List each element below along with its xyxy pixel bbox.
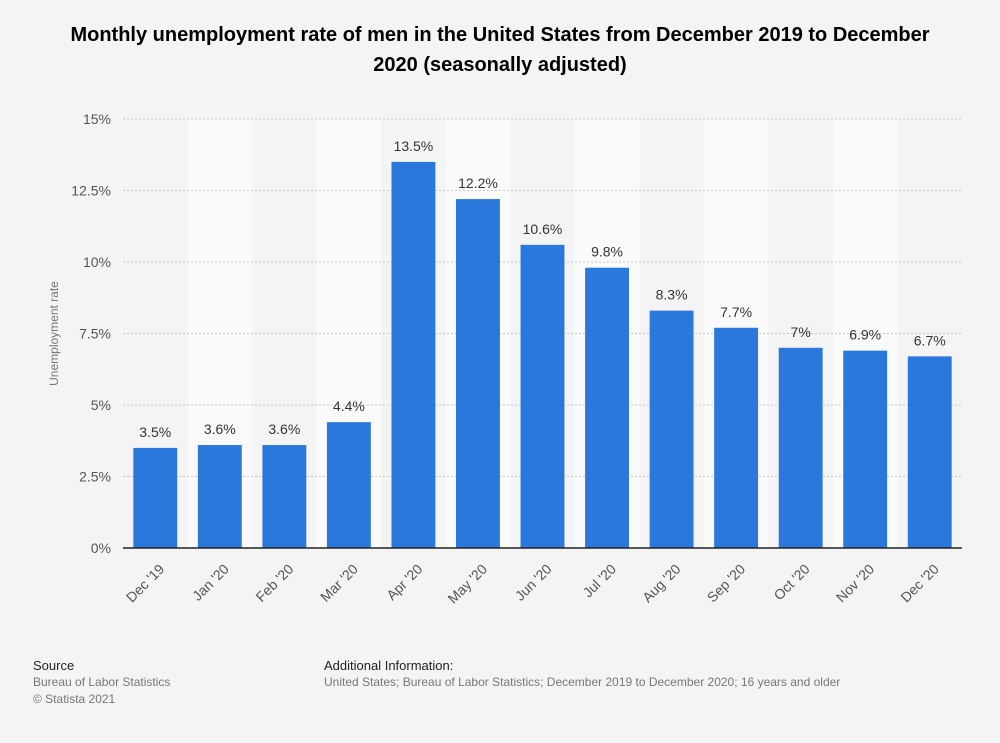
y-tick-label: 15% xyxy=(83,111,111,127)
data-label: 4.4% xyxy=(333,398,365,414)
y-tick-label: 0% xyxy=(91,540,111,556)
bar xyxy=(326,422,371,548)
y-tick-label: 5% xyxy=(91,397,111,413)
bar xyxy=(778,347,823,548)
x-tick-label: Aug '20 xyxy=(639,561,684,606)
bar xyxy=(585,267,629,548)
data-label: 8.3% xyxy=(656,287,688,303)
x-tick-label: Feb '20 xyxy=(252,561,296,605)
bar xyxy=(520,244,565,548)
bar xyxy=(262,445,307,548)
x-tick-label: Nov '20 xyxy=(833,561,878,606)
x-tick-label: Sep '20 xyxy=(704,561,749,606)
y-tick-label: 10% xyxy=(83,254,111,270)
additional-info-heading: Additional Information: xyxy=(324,658,454,673)
additional-info-text: United States; Bureau of Labor Statistic… xyxy=(324,675,841,689)
x-tick-label: Apr '20 xyxy=(383,561,426,604)
data-label: 6.7% xyxy=(914,332,946,348)
bar xyxy=(907,356,952,548)
data-label: 3.5% xyxy=(139,424,171,440)
bar xyxy=(456,199,500,548)
y-axis-title: Unemployment rate xyxy=(47,281,61,386)
x-tick-label: Oct '20 xyxy=(770,561,813,604)
bar xyxy=(197,445,242,548)
x-tick-label: Mar '20 xyxy=(317,561,361,605)
y-tick-label: 7.5% xyxy=(79,326,111,342)
data-label: 3.6% xyxy=(204,421,236,437)
bar xyxy=(714,327,759,548)
x-tick-label: May '20 xyxy=(444,561,490,607)
y-tick-label: 2.5% xyxy=(79,469,111,485)
x-tick-label: Dec '20 xyxy=(897,561,942,606)
source-line-2: © Statista 2021 xyxy=(33,692,116,706)
data-label: 9.8% xyxy=(591,244,623,260)
y-tick-label: 12.5% xyxy=(71,183,111,199)
data-label: 13.5% xyxy=(394,138,434,154)
chart-title: Monthly unemployment rate of men in the … xyxy=(70,24,930,76)
data-label: 7% xyxy=(791,324,811,340)
data-label: 7.7% xyxy=(720,304,752,320)
source-line-1: Bureau of Labor Statistics xyxy=(33,675,171,689)
x-tick-label: Jun '20 xyxy=(512,561,555,604)
additional-info-block: Additional Information: United States; B… xyxy=(324,657,840,691)
bar xyxy=(649,310,694,548)
x-tick-label: Dec '19 xyxy=(123,561,168,606)
data-label: 12.2% xyxy=(458,175,498,191)
source-block: Source Bureau of Labor Statistics © Stat… xyxy=(33,657,170,708)
bar xyxy=(843,350,888,548)
data-label: 10.6% xyxy=(523,221,563,237)
x-tick-label: Jan '20 xyxy=(189,561,232,604)
data-label: 6.9% xyxy=(849,327,881,343)
data-label: 3.6% xyxy=(268,421,300,437)
bar xyxy=(133,447,178,548)
bar xyxy=(391,161,436,548)
x-tick-label: Jul '20 xyxy=(580,561,620,601)
source-heading: Source xyxy=(33,658,75,673)
